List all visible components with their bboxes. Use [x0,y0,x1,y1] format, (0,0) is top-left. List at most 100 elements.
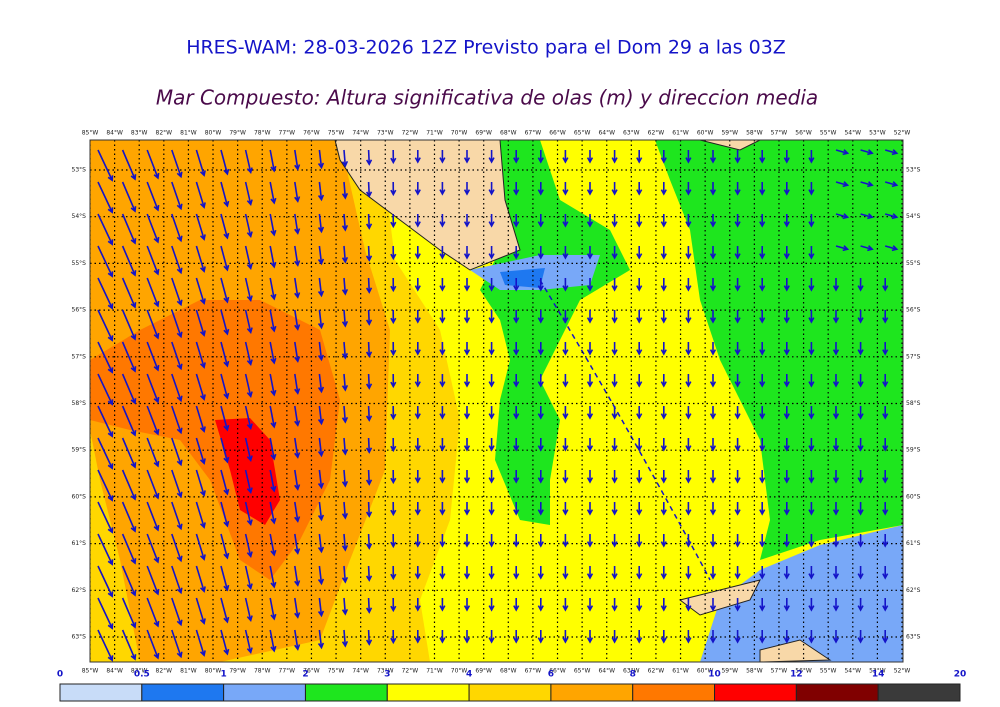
wave-arrow [365,245,373,262]
wave-arrow [195,213,206,241]
wave-arrow [734,438,741,452]
wave-arrow [146,341,160,372]
lon-label: 69°W [475,130,492,137]
lon-label: 68°W [500,130,517,137]
wave-arrow [709,246,717,260]
wave-arrow [884,245,899,252]
lon-label: 67°W [525,668,542,675]
wave-arrow [171,501,183,531]
wave-arrow [439,342,446,356]
wave-arrow [636,246,643,260]
lon-label: 76°W [303,668,320,675]
wave-arrow [685,342,692,356]
wave-arrow [734,502,741,516]
wave-arrow [463,342,471,356]
wave-arrow [317,277,325,298]
wave-arrow [414,342,421,356]
lon-label: 66°W [549,130,566,137]
wave-arrow [294,405,301,427]
wave-arrow [759,342,766,356]
wave-arrow [513,310,520,324]
lon-label: 77°W [279,130,296,137]
colorbar-label: 10 [708,670,721,680]
wave-arrow [195,149,206,177]
wave-arrow [365,373,373,390]
wave-arrow [513,278,520,292]
lon-label: 56°W [795,130,812,137]
lon-label: 55°W [820,130,837,137]
wave-arrow [709,534,717,548]
wave-arrow [97,405,114,438]
wave-arrow [146,277,160,308]
wave-arrow [97,373,114,406]
wave-arrow [195,597,206,625]
wave-arrow [244,565,253,591]
wave-arrow [244,341,253,367]
lon-label: 82°W [156,668,173,675]
wave-arrow [463,278,471,292]
wave-arrow [857,598,864,612]
lon-label: 85°W [82,668,99,675]
wave-arrow [783,566,790,580]
wave-arrow [488,566,495,580]
wave-arrow [317,373,325,394]
wave-arrow [586,374,594,388]
wave-arrow [808,278,815,292]
lon-label: 82°W [156,130,173,137]
wave-arrow [685,406,692,420]
wave-arrow [685,566,692,580]
wave-arrow [220,469,230,496]
wave-arrow [244,405,253,431]
wave-arrow [439,438,446,452]
lat-label: 56°S [72,307,87,314]
wave-arrow [857,630,864,644]
wave-arrow [365,501,373,518]
wave-arrow [341,277,349,296]
wave-arrow [759,278,766,292]
wave-arrow [832,406,840,420]
wave-arrow [709,502,717,516]
wave-arrow [882,438,889,452]
wave-arrow [195,341,206,369]
wave-arrow [685,438,692,452]
wave-arrow [783,406,790,420]
wave-arrow [317,245,325,266]
wave-arrow [463,598,471,612]
wave-arrow [269,181,277,205]
wave-arrow [97,213,114,246]
lon-label: 72°W [402,130,419,137]
wave-arrow [835,181,850,188]
wave-arrow [294,597,301,619]
wave-arrow [439,310,446,324]
wave-arrow [808,182,815,196]
wave-arrow [488,534,495,548]
wave-arrow [365,405,373,422]
wave-arrow [97,277,114,310]
wave-arrow [269,437,277,461]
wave-arrow [562,630,569,644]
wave-arrow [146,437,160,468]
wave-arrow [269,213,277,237]
wave-arrow [146,373,160,404]
wave-arrow [513,438,520,452]
wave-arrow [390,437,397,453]
wave-arrow [269,501,277,525]
wave-arrow [808,630,815,644]
wave-arrow [660,566,667,580]
wave-arrow [537,310,544,324]
wave-arrow [562,438,569,452]
wave-arrow [220,341,230,368]
wave-arrow [146,469,160,500]
wave-arrow [488,470,495,484]
wave-arrow [734,246,741,260]
wave-arrow [146,597,160,628]
wave-arrow [759,598,766,612]
wave-arrow [832,598,840,612]
lon-label: 66°W [549,668,566,675]
wave-arrow [220,245,230,272]
wave-arrow [882,630,889,644]
wave-arrow [195,501,206,529]
wave-arrow [835,245,850,252]
wave-arrow [341,341,349,360]
wave-arrow [488,438,495,452]
